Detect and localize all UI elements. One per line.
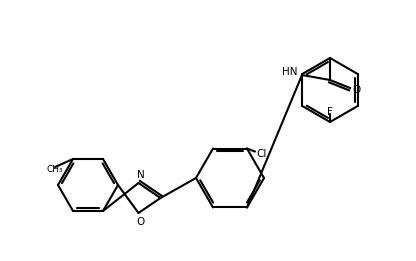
- Text: CH₃: CH₃: [47, 164, 64, 174]
- Text: Cl: Cl: [257, 149, 267, 158]
- Text: N: N: [136, 170, 144, 180]
- Text: O: O: [353, 85, 361, 95]
- Text: F: F: [327, 107, 333, 117]
- Text: HN: HN: [282, 67, 298, 77]
- Text: O: O: [136, 217, 145, 227]
